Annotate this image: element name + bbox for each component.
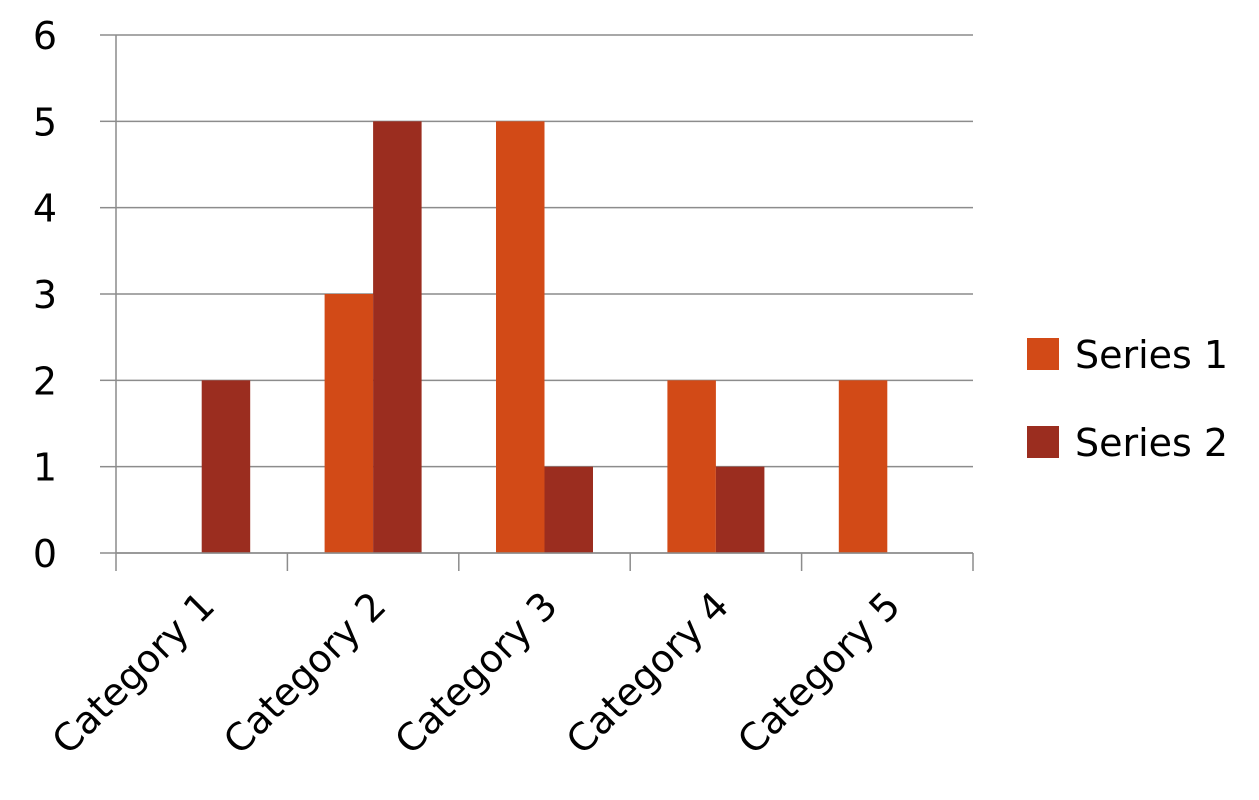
bars [201,121,888,553]
bar-2-2 [373,121,422,553]
bar-1-5 [838,380,888,553]
x-tick-label: Category 1 [44,583,223,762]
legend: Series 1 Series 2 [1027,333,1228,465]
x-tick-label: Category 5 [729,583,908,762]
y-tick-label: 2 [33,359,57,403]
legend-label: Series 2 [1075,421,1228,465]
legend-label: Series 1 [1075,333,1228,377]
bar-1-4 [667,380,716,553]
y-tick-label: 3 [33,273,57,317]
axes [100,34,974,571]
y-tick-label: 4 [33,187,57,231]
y-tick-label: 0 [33,532,57,576]
y-tick-label: 6 [33,14,57,58]
bar-1-3 [496,121,545,553]
legend-swatch [1027,426,1059,458]
bar-1-2 [324,294,374,553]
y-tick-label: 1 [33,446,57,490]
bar-2-3 [544,466,593,553]
y-tick-labels: 0 1 2 3 4 5 6 [33,14,57,576]
x-tick-label: Category 3 [386,583,565,762]
y-tick-label: 5 [33,100,57,144]
x-tick-label: Category 4 [558,583,737,762]
bar-2-4 [715,466,765,553]
legend-swatch [1027,338,1059,370]
x-tick-label: Category 2 [215,583,394,762]
bar-2-1 [201,380,251,553]
